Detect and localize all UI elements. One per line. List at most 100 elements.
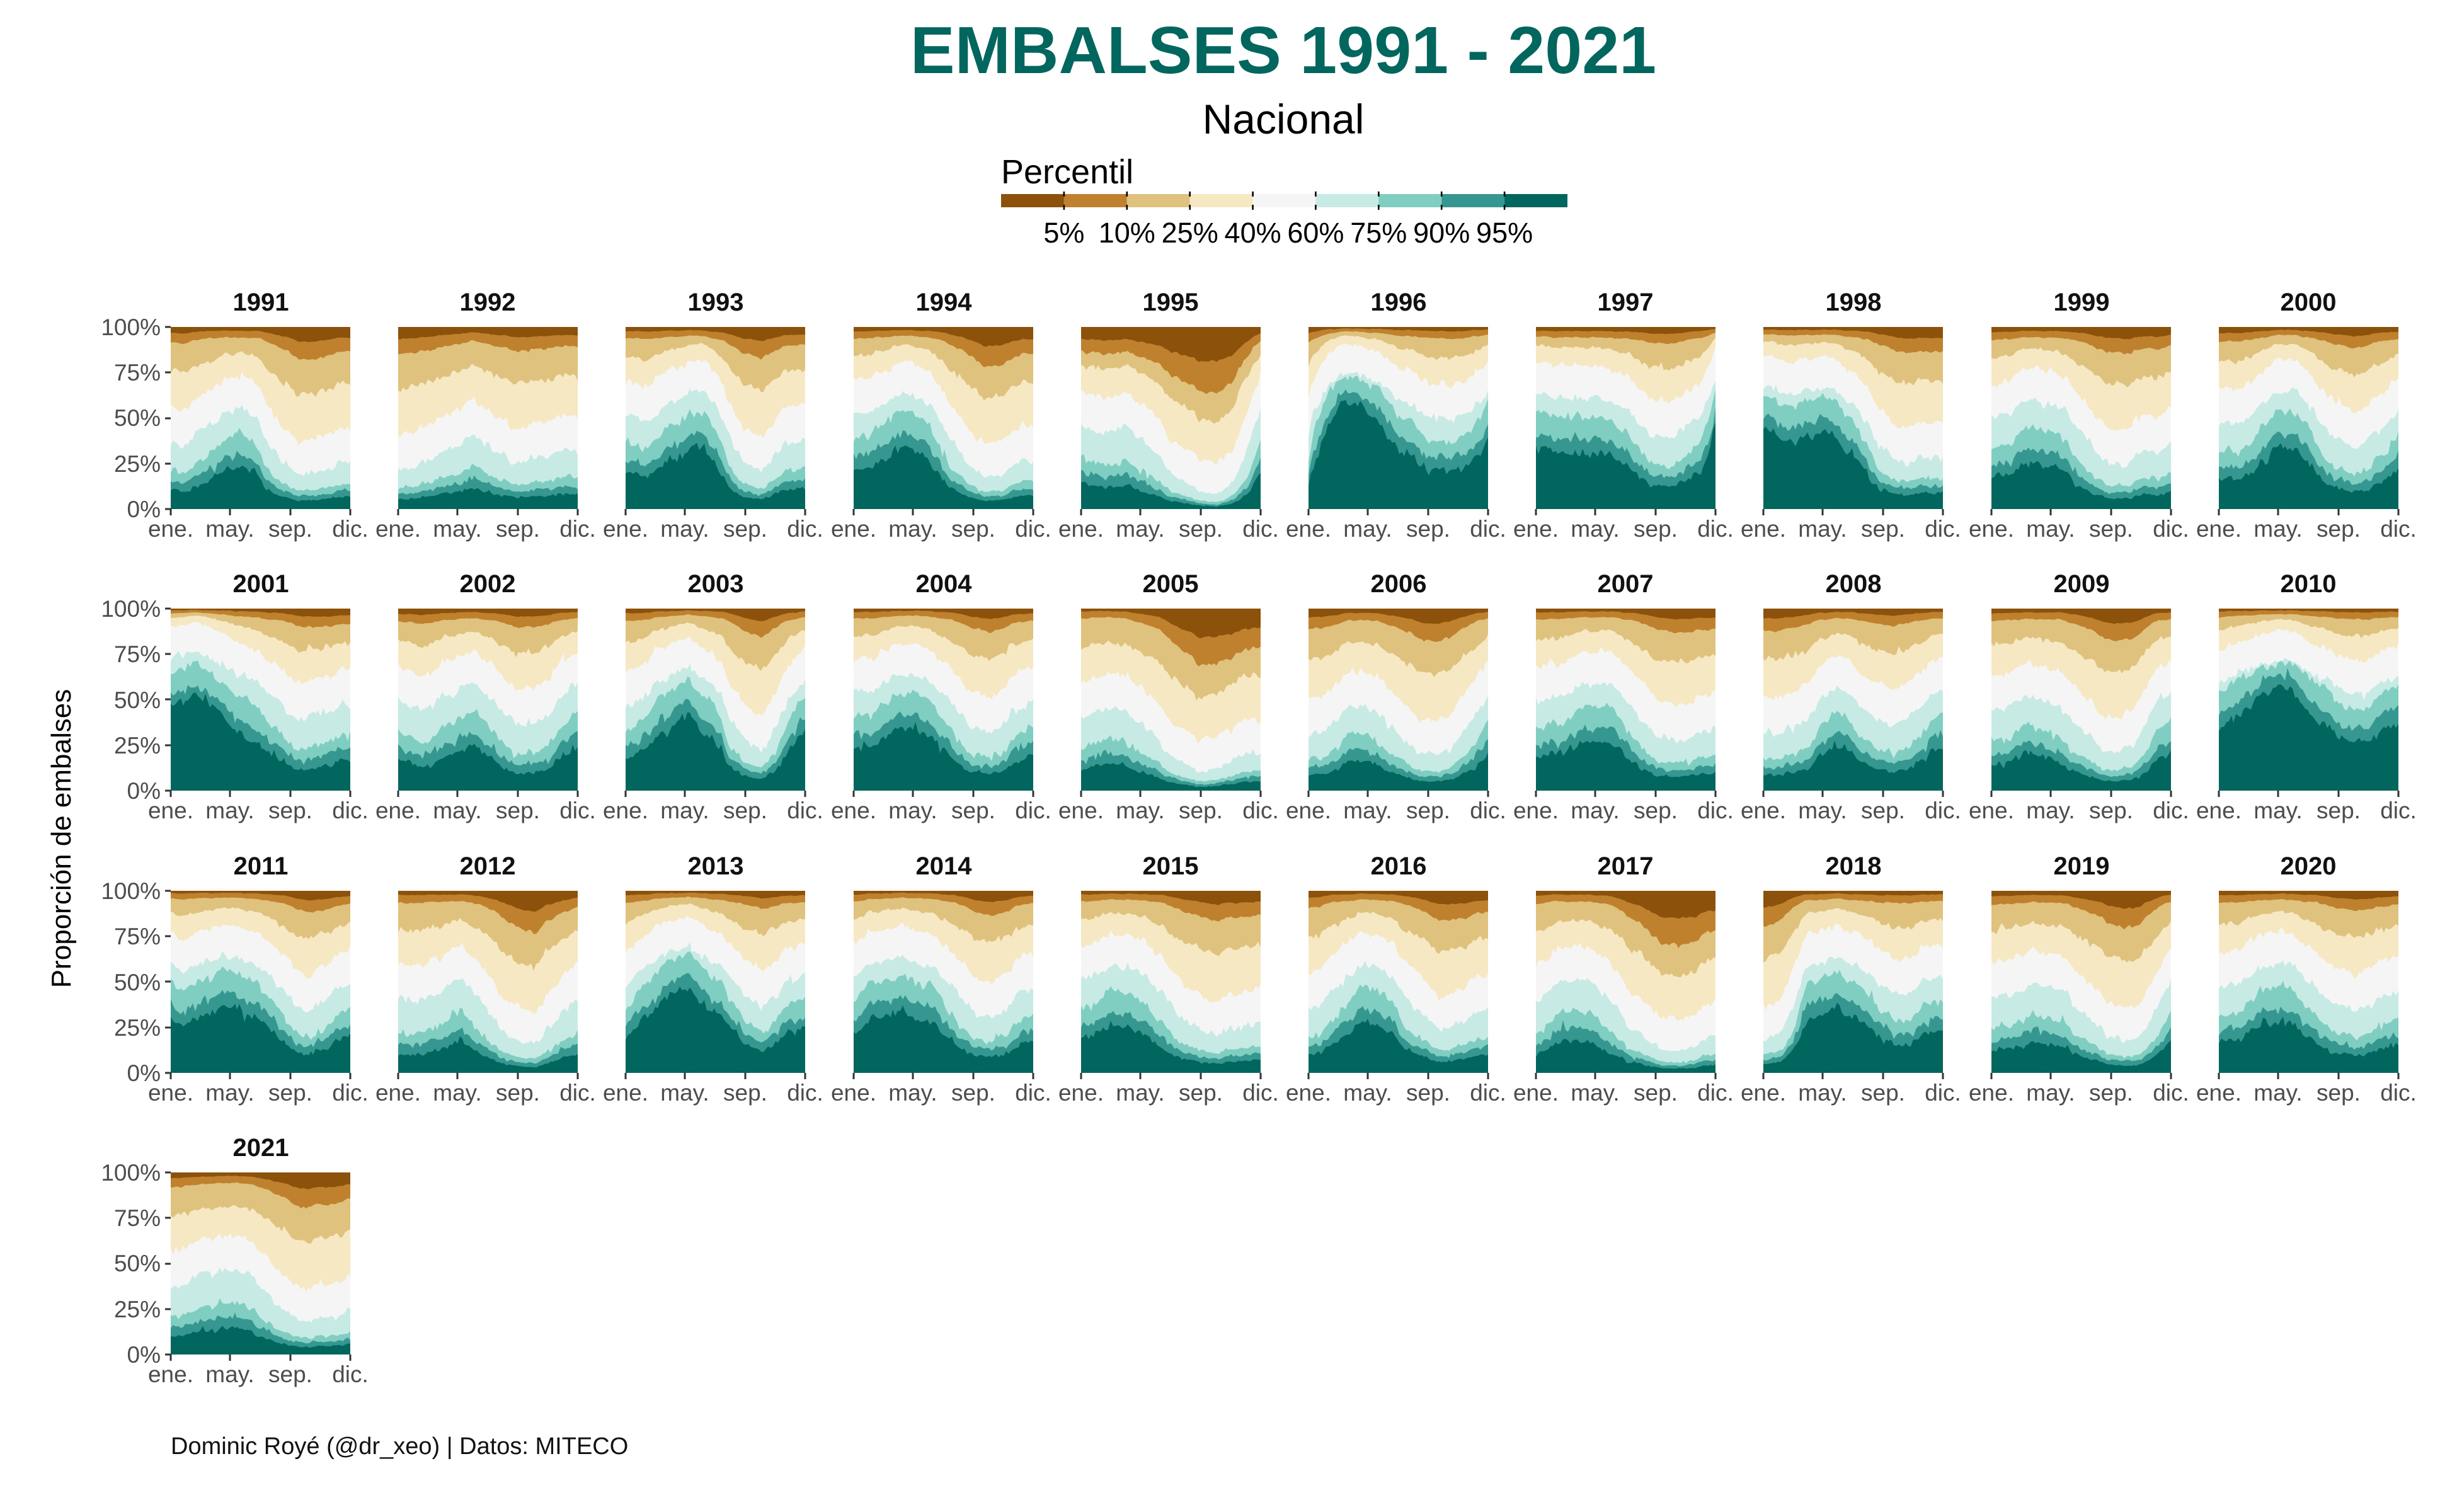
svg-text:sep.: sep. [268,1361,312,1387]
svg-text:25%: 25% [114,733,161,759]
svg-text:dic.: dic. [787,516,823,542]
svg-text:ene.: ene. [375,798,421,823]
svg-text:sep.: sep. [496,1080,540,1106]
svg-text:dic.: dic. [1242,516,1279,542]
svg-text:dic.: dic. [787,1080,823,1106]
svg-text:2019: 2019 [2054,852,2110,880]
svg-text:sep.: sep. [951,1080,995,1106]
svg-text:may.: may. [2254,1080,2302,1106]
svg-text:ene.: ene. [1969,798,2014,823]
svg-text:dic.: dic. [787,798,823,823]
svg-text:ene.: ene. [1969,1080,2014,1106]
svg-text:5%: 5% [1043,217,1084,249]
svg-text:ene.: ene. [831,516,876,542]
svg-text:2005: 2005 [1143,570,1199,598]
svg-text:may.: may. [1343,1080,1392,1106]
svg-text:10%: 10% [1099,217,1155,249]
svg-text:may.: may. [660,516,709,542]
svg-text:sep.: sep. [1179,1080,1223,1106]
svg-text:sep.: sep. [2317,1080,2361,1106]
svg-text:1992: 1992 [460,289,516,316]
svg-text:dic.: dic. [332,1361,369,1387]
svg-text:Dominic Royé (@dr_xeo) | Datos: Dominic Royé (@dr_xeo) | Datos: MITECO [171,1433,628,1460]
svg-text:ene.: ene. [148,1361,193,1387]
svg-text:100%: 100% [101,1160,161,1186]
svg-text:sep.: sep. [268,798,312,823]
svg-text:1999: 1999 [2054,289,2110,316]
svg-text:sep.: sep. [1179,798,1223,823]
svg-text:ene.: ene. [831,798,876,823]
svg-text:0%: 0% [127,496,161,522]
svg-text:1997: 1997 [1598,289,1654,316]
svg-text:Percentil: Percentil [1001,153,1133,191]
svg-text:sep.: sep. [268,516,312,542]
svg-text:ene.: ene. [1513,516,1559,542]
svg-text:may.: may. [205,516,254,542]
svg-text:2016: 2016 [1371,852,1427,880]
svg-text:sep.: sep. [496,798,540,823]
svg-text:may.: may. [1116,516,1164,542]
svg-text:dic.: dic. [2380,798,2417,823]
svg-text:2004: 2004 [916,570,973,598]
svg-text:dic.: dic. [1697,798,1734,823]
svg-text:2007: 2007 [1598,570,1654,598]
svg-text:ene.: ene. [831,1080,876,1106]
svg-text:Proporción de embalses: Proporción de embalses [46,689,77,988]
svg-text:2011: 2011 [234,852,289,880]
svg-text:75%: 75% [114,360,161,386]
svg-text:dic.: dic. [1015,798,1051,823]
svg-text:ene.: ene. [1513,798,1559,823]
svg-text:dic.: dic. [332,516,369,542]
svg-text:25%: 25% [114,451,161,477]
svg-text:ene.: ene. [1058,516,1104,542]
svg-text:ene.: ene. [1058,798,1104,823]
svg-text:75%: 75% [1350,217,1407,249]
svg-text:25%: 25% [114,1297,161,1322]
svg-text:Nacional: Nacional [1203,96,1365,142]
svg-text:may.: may. [1343,798,1392,823]
svg-text:90%: 90% [1413,217,1470,249]
svg-text:may.: may. [433,798,481,823]
svg-text:may.: may. [888,798,937,823]
svg-text:may.: may. [1571,798,1619,823]
svg-text:may.: may. [888,516,937,542]
svg-text:2009: 2009 [2054,570,2110,598]
svg-text:dic.: dic. [2153,516,2189,542]
svg-text:dic.: dic. [1015,1080,1051,1106]
svg-text:ene.: ene. [148,516,193,542]
svg-text:may.: may. [2026,1080,2075,1106]
svg-text:75%: 75% [114,924,161,949]
svg-text:sep.: sep. [951,516,995,542]
svg-text:2017: 2017 [1598,852,1654,880]
svg-text:may.: may. [1116,1080,1164,1106]
svg-text:ene.: ene. [148,1080,193,1106]
svg-text:dic.: dic. [332,798,369,823]
svg-text:2021: 2021 [233,1134,289,1162]
svg-text:dic.: dic. [1470,798,1506,823]
svg-text:100%: 100% [101,596,161,622]
svg-text:may.: may. [205,798,254,823]
svg-text:2020: 2020 [2281,852,2337,880]
svg-text:ene.: ene. [148,798,193,823]
svg-text:dic.: dic. [2380,516,2417,542]
svg-text:ene.: ene. [603,516,648,542]
svg-text:ene.: ene. [1513,1080,1559,1106]
svg-text:may.: may. [2254,798,2302,823]
svg-text:may.: may. [2254,516,2302,542]
svg-text:50%: 50% [114,405,161,431]
svg-text:sep.: sep. [951,798,995,823]
svg-text:sep.: sep. [1634,516,1678,542]
svg-text:25%: 25% [114,1015,161,1041]
svg-text:2010: 2010 [2281,570,2337,598]
svg-text:sep.: sep. [1406,1080,1450,1106]
svg-text:50%: 50% [114,687,161,713]
svg-text:ene.: ene. [1969,516,2014,542]
svg-text:0%: 0% [127,778,161,804]
svg-text:ene.: ene. [375,516,421,542]
svg-text:ene.: ene. [1286,1080,1331,1106]
svg-text:50%: 50% [114,1251,161,1276]
svg-text:may.: may. [1798,516,1847,542]
svg-text:may.: may. [205,1361,254,1387]
svg-text:dic.: dic. [2380,1080,2417,1106]
svg-text:50%: 50% [114,970,161,995]
